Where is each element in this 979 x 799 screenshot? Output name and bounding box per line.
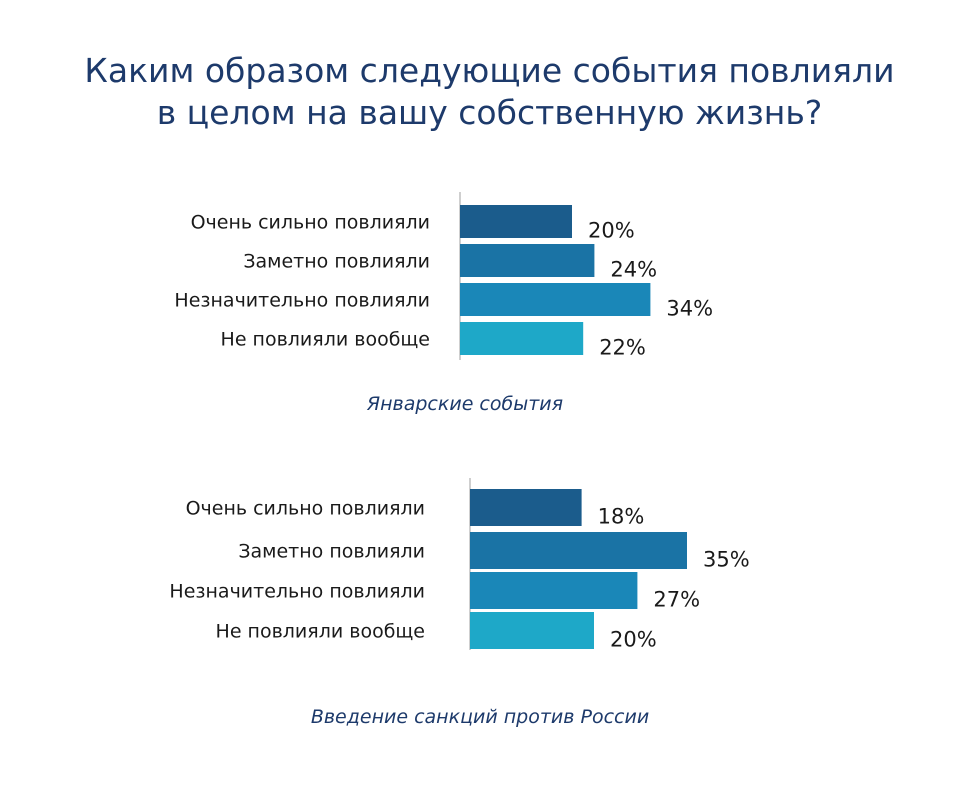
chart-title: Каким образом следующие события повлияли… [0, 50, 979, 134]
chart1-bar-4 [460, 322, 584, 355]
chart1-subtitle: Январские события [366, 393, 563, 415]
chart1-bar-1 [460, 205, 572, 238]
chart1-value-label-1: 20% [588, 219, 635, 243]
chart1-category-label-2: Заметно повлияли [243, 251, 430, 273]
chart2-category-label-4: Не повлияли вообще [216, 621, 425, 643]
chart1-category-label-4: Не повлияли вообще [221, 329, 430, 351]
chart2-category-label-3: Незначительно повлияли [169, 581, 425, 603]
chart2-value-label-1: 18% [598, 505, 645, 529]
chart1-value-label-4: 22% [599, 336, 646, 360]
chart2-bar-4 [470, 612, 594, 649]
chart1-bar-2 [460, 244, 595, 277]
title-line-1: Каким образом следующие события повлияли [84, 51, 895, 90]
chart2-subtitle: Введение санкций против России [311, 706, 649, 728]
chart1-category-label-1: Очень сильно повлияли [191, 212, 430, 234]
chart2-bar-2 [470, 532, 687, 569]
chart1-value-label-3: 34% [666, 297, 713, 321]
chart1-value-label-2: 24% [610, 258, 657, 282]
title-line-2: в целом на вашу собственную жизнь? [156, 93, 823, 132]
chart2-bar-1 [470, 489, 582, 526]
chart2-value-label-3: 27% [653, 588, 700, 612]
chart2-bar-3 [470, 572, 638, 609]
chart2-value-label-2: 35% [703, 548, 750, 572]
chart2-value-label-4: 20% [610, 628, 657, 652]
chart1-bar-3 [460, 283, 651, 316]
chart1-category-label-3: Незначительно повлияли [174, 290, 430, 312]
chart2-category-label-2: Заметно повлияли [238, 541, 425, 563]
chart2-category-label-1: Очень сильно повлияли [186, 498, 425, 520]
